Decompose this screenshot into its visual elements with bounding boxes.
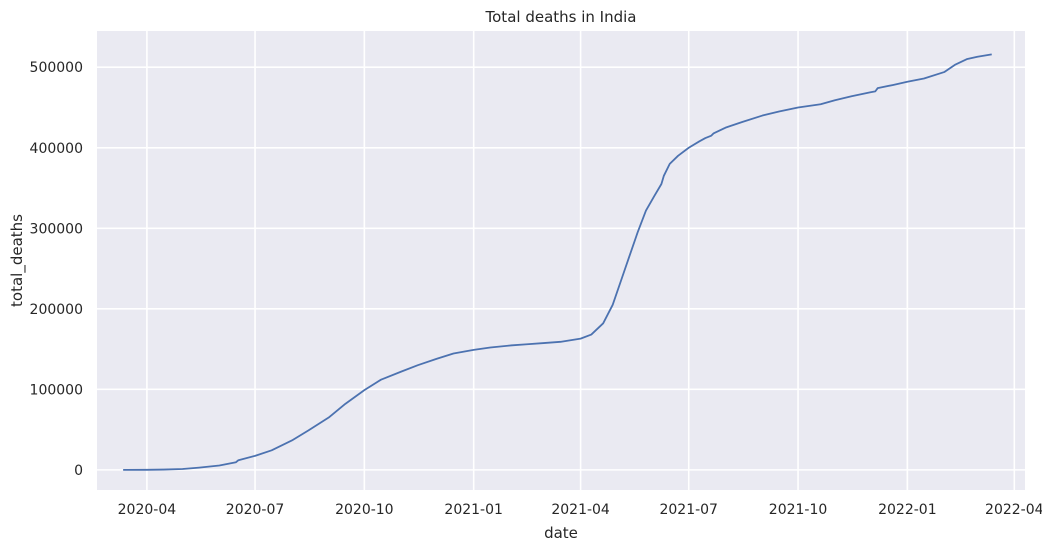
- y-tick-label: 200000: [30, 302, 83, 318]
- x-tick-label: 2022-01: [878, 502, 937, 518]
- y-tick-label: 100000: [30, 382, 83, 398]
- x-tick-label: 2022-04: [985, 502, 1042, 518]
- x-axis-title: date: [544, 524, 578, 542]
- x-tick-label: 2021-10: [769, 502, 828, 518]
- y-axis-title: total_deaths: [8, 214, 27, 307]
- y-axis: 0 100000 200000 300000 400000 500000: [30, 60, 83, 479]
- y-tick-label: 500000: [30, 60, 83, 76]
- x-axis: 2020-04 2020-07 2020-10 2021-01 2021-04 2021-…: [118, 502, 1042, 518]
- y-tick-label: 300000: [30, 221, 83, 237]
- chart-title: Total deaths in India: [485, 8, 637, 26]
- grid: [97, 31, 1025, 490]
- series-line: [123, 53, 992, 471]
- x-tick-label: 2020-10: [335, 502, 394, 518]
- x-tick-label: 2021-04: [551, 502, 610, 518]
- plot-area: [97, 31, 1025, 490]
- y-tick-label: 400000: [30, 141, 83, 157]
- series-layer: [123, 53, 992, 471]
- x-tick-label: 2020-07: [226, 502, 285, 518]
- y-tick-label: 0: [74, 463, 83, 479]
- x-tick-label: 2021-07: [659, 502, 718, 518]
- x-tick-label: 2021-01: [444, 502, 503, 518]
- x-tick-label: 2020-04: [118, 502, 177, 518]
